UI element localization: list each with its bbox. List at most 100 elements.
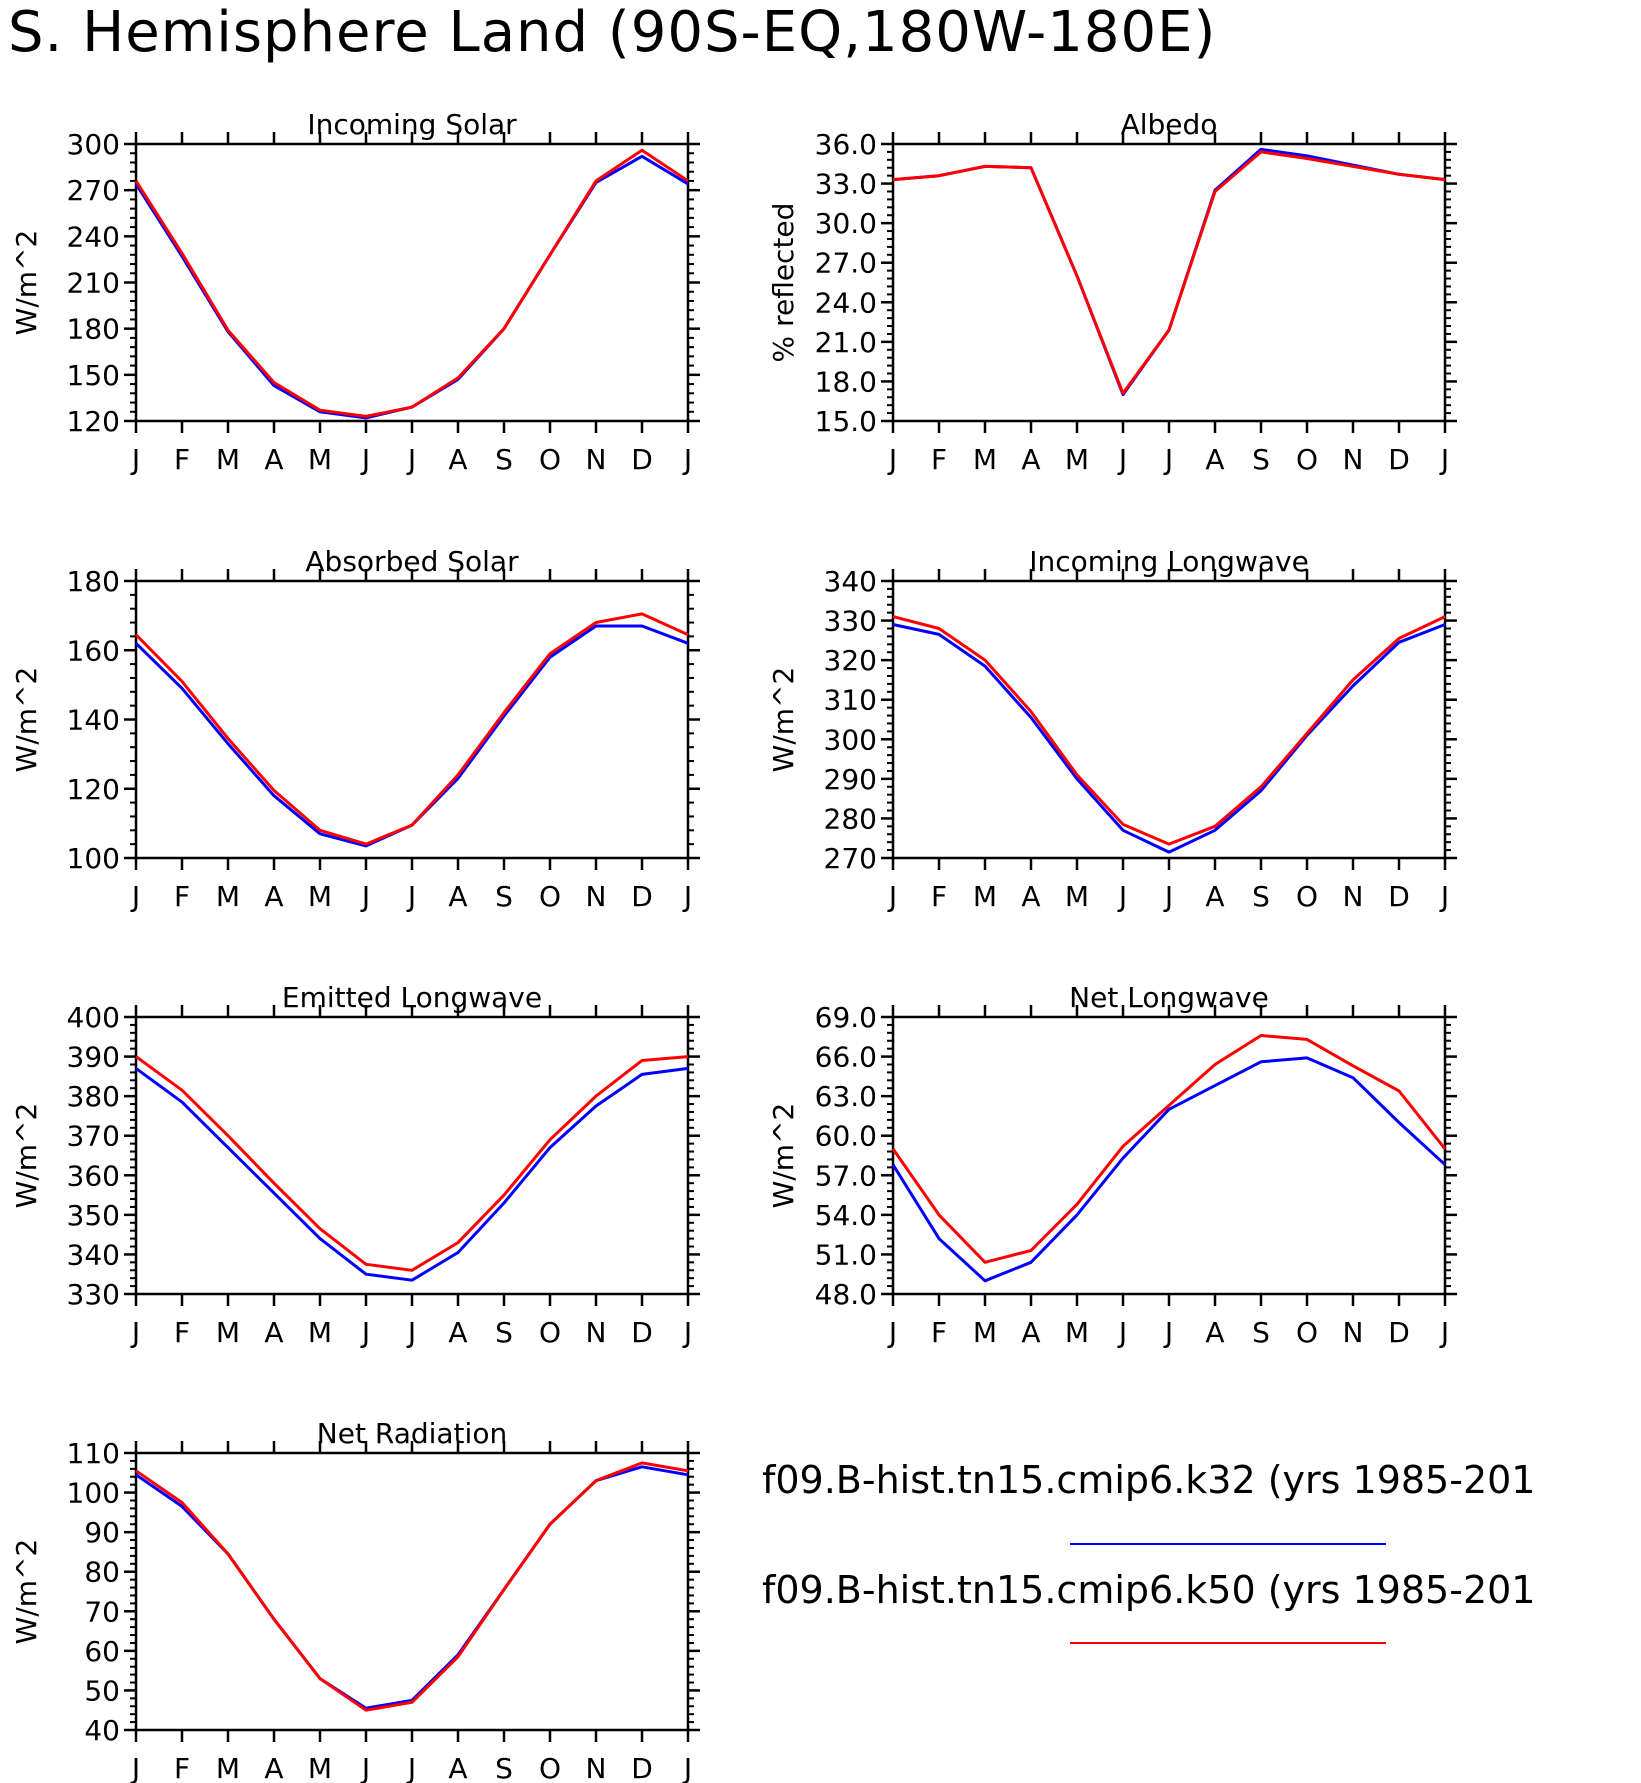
series-line-k32 [134, 154, 689, 420]
x-tick-label: J [1163, 443, 1173, 476]
chart-panel-3: Incoming LongwaveW/m^2270280290300310320… [767, 545, 1457, 913]
x-tick-label: J [360, 1752, 370, 1783]
legend-label-k50: f09.B-hist.tn15.cmip6.k50 (yrs 1985-201 [762, 1568, 1536, 1612]
y-tick-label: 340 [824, 565, 877, 598]
x-tick-label: J [130, 443, 140, 476]
x-tick-label: S [1252, 880, 1270, 913]
y-tick-label: 120 [67, 773, 120, 806]
series-line-k32 [891, 1056, 1447, 1283]
chart-panel-0: Incoming SolarW/m^2120150180210240270300… [10, 108, 700, 476]
legend-line-k50 [1070, 1642, 1386, 1644]
y-tick-label: 300 [67, 128, 120, 161]
series-line-k32 [135, 1066, 689, 1282]
y-tick-label: 18.0 [815, 365, 877, 398]
y-tick-label: 240 [67, 220, 120, 253]
series-line-k50 [891, 1034, 1447, 1264]
x-tick-label: J [1163, 1316, 1173, 1349]
plot-frame [891, 579, 1447, 860]
y-tick-label: 60.0 [815, 1120, 877, 1153]
series-line-k32 [892, 147, 1446, 397]
x-tick-label: F [174, 1752, 190, 1783]
y-tick-label: 69.0 [815, 1001, 877, 1034]
y-tick-label: 390 [67, 1041, 120, 1074]
y-tick-label: 40 [84, 1714, 120, 1747]
y-tick-label: 90 [84, 1516, 120, 1549]
x-tick-label: N [586, 880, 607, 913]
x-tick-label: J [682, 443, 692, 476]
x-tick-label: A [1021, 880, 1040, 913]
x-tick-label: M [216, 1752, 240, 1783]
y-tick-label: 350 [67, 1199, 120, 1232]
y-axis-label: W/m^2 [10, 1539, 43, 1645]
x-tick-label: S [495, 443, 513, 476]
plot-frame [134, 1015, 690, 1296]
y-tick-label: 180 [67, 565, 120, 598]
series-line-k50 [135, 1461, 689, 1712]
x-tick-label: J [360, 443, 370, 476]
x-tick-label: F [174, 880, 190, 913]
y-tick-label: 320 [824, 644, 877, 677]
y-tick-label: 180 [67, 313, 120, 346]
x-tick-label: A [264, 880, 283, 913]
x-tick-label: O [539, 1316, 561, 1349]
plot-frame [134, 142, 690, 423]
y-tick-label: 24.0 [815, 286, 877, 319]
y-tick-label: 36.0 [815, 128, 877, 161]
x-tick-label: J [406, 443, 416, 476]
x-tick-label: J [406, 880, 416, 913]
y-tick-label: 51.0 [815, 1238, 877, 1271]
x-tick-label: D [631, 880, 653, 913]
chart-panel-1: Albedo% reflected15.018.021.024.027.030.… [767, 108, 1457, 476]
y-tick-label: 66.0 [815, 1041, 877, 1074]
y-tick-label: 330 [824, 605, 877, 638]
y-tick-label: 30.0 [815, 207, 877, 240]
y-tick-label: 140 [67, 704, 120, 737]
x-tick-label: A [1021, 1316, 1040, 1349]
x-tick-label: A [448, 1752, 467, 1783]
y-axis-label: % reflected [767, 203, 800, 363]
x-tick-label: M [216, 880, 240, 913]
y-tick-label: 360 [67, 1159, 120, 1192]
legend-line-k32 [1070, 1543, 1386, 1545]
x-tick-label: A [448, 880, 467, 913]
y-tick-label: 15.0 [815, 405, 877, 438]
y-axis-label: W/m^2 [767, 1103, 800, 1209]
x-tick-label: M [1065, 1316, 1089, 1349]
x-tick-label: M [308, 1316, 332, 1349]
x-tick-label: J [360, 1316, 370, 1349]
x-tick-label: O [1296, 880, 1318, 913]
x-tick-label: J [1163, 880, 1173, 913]
y-tick-label: 150 [67, 359, 120, 392]
y-axis-label: W/m^2 [10, 667, 43, 773]
x-tick-label: J [682, 1316, 692, 1349]
series-line-k50 [134, 148, 689, 418]
y-tick-label: 340 [67, 1238, 120, 1271]
x-tick-label: O [539, 443, 561, 476]
x-tick-label: J [1117, 443, 1127, 476]
x-tick-label: J [406, 1752, 416, 1783]
x-tick-label: J [130, 1316, 140, 1349]
x-tick-label: F [931, 880, 947, 913]
y-tick-label: 63.0 [815, 1080, 877, 1113]
x-tick-label: M [308, 880, 332, 913]
x-tick-label: J [1117, 1316, 1127, 1349]
x-tick-label: M [1065, 880, 1089, 913]
y-tick-label: 270 [824, 842, 877, 875]
plot-frame [134, 1451, 690, 1732]
x-tick-label: J [1439, 1316, 1449, 1349]
x-tick-label: F [931, 443, 947, 476]
x-tick-label: A [1021, 443, 1040, 476]
x-tick-label: J [1439, 443, 1449, 476]
y-tick-label: 21.0 [815, 326, 877, 359]
x-tick-label: M [973, 880, 997, 913]
series-line-k50 [892, 150, 1446, 395]
y-tick-label: 370 [67, 1120, 120, 1153]
x-tick-label: A [264, 1752, 283, 1783]
x-tick-label: A [1205, 1316, 1224, 1349]
x-tick-label: N [1343, 880, 1364, 913]
x-tick-label: J [887, 1316, 897, 1349]
x-tick-label: J [130, 1752, 140, 1783]
y-tick-label: 310 [824, 684, 877, 717]
